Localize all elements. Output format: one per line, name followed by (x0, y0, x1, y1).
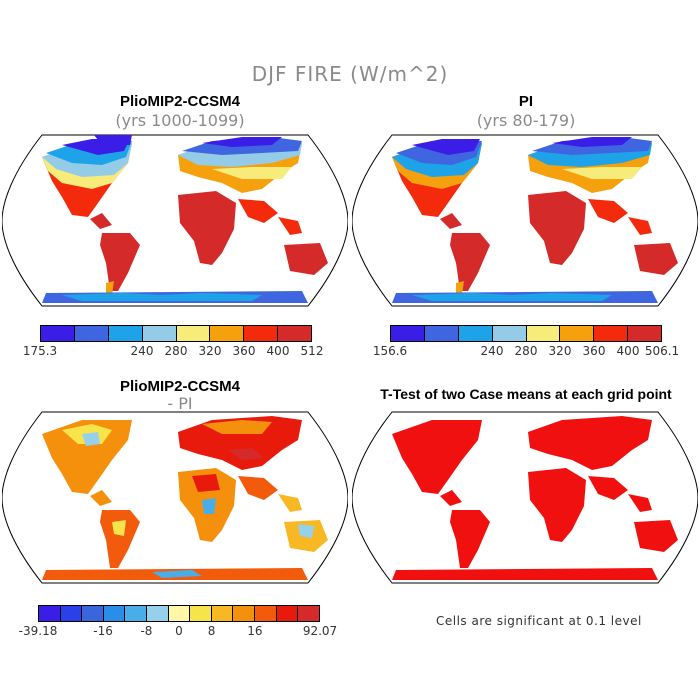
panel2-colorbar (390, 325, 662, 342)
colorbar-tick-label: 8 (207, 624, 216, 638)
colorbar-tick-label: -8 (140, 624, 153, 638)
africa-land (528, 468, 586, 542)
colorbar-cell (39, 606, 61, 621)
panel1-title: PlioMIP2-CCSM4 (119, 93, 240, 110)
colorbar-tick-label: 320 (198, 344, 222, 358)
north-america-land (42, 420, 132, 494)
panel3-subtitle: - PI (167, 394, 193, 413)
colorbar-cell (125, 606, 148, 621)
colorbar-cell (233, 606, 256, 621)
australia-land (634, 243, 678, 275)
eurasia-land (528, 416, 652, 470)
colorbar-tick-label: 0 (175, 624, 183, 638)
north-america-land (392, 420, 482, 494)
panel1-colorbar (40, 325, 312, 342)
panel1-map (2, 134, 348, 307)
figure-title: DJF FIRE (W/m^2) (251, 62, 449, 86)
panel2-title: PI (518, 93, 534, 110)
eurasia-land (528, 137, 652, 193)
significance-note: Cells are significant at 0.1 level (436, 614, 642, 628)
colorbar-tick-label: -16 (93, 624, 113, 638)
colorbar-cell (176, 326, 211, 341)
africa-land (528, 191, 586, 265)
colorbar-tick-label: 92.07 (302, 624, 338, 638)
eurasia-land (178, 137, 302, 193)
colorbar-cell (526, 326, 561, 341)
colorbar-cell (41, 326, 75, 341)
eurasia-land (178, 416, 302, 470)
colorbar-cell (492, 326, 527, 341)
panel3-colorbar-labels: -39.18 -16 -8 0 8 16 92.07 (19, 624, 338, 640)
australia-land (634, 520, 678, 552)
colorbar-tick-label: 400 (266, 344, 290, 358)
australia-land (284, 243, 328, 275)
colorbar-cell (190, 606, 212, 621)
colorbar-cell (391, 326, 425, 341)
panel2-map (352, 134, 698, 307)
south-asia-land (238, 199, 278, 223)
colorbar-tick-label: 16 (247, 624, 263, 638)
south-america-land (450, 510, 490, 568)
panel1-subtitle: (yrs 1000-1099) (115, 111, 245, 130)
south-america-land (100, 510, 140, 568)
colorbar-tick-label: 280 (164, 344, 188, 358)
colorbar-tick-label: 400 (616, 344, 640, 358)
colorbar-cell (103, 606, 126, 621)
colorbar-tick-label: 175.3 (22, 344, 58, 358)
colorbar-tick-label: 156.6 (372, 344, 408, 358)
colorbar-cell (276, 606, 299, 621)
colorbar-cell (108, 326, 143, 341)
colorbar-cell (147, 606, 169, 621)
colorbar-cell (255, 606, 277, 621)
colorbar-cell (244, 326, 279, 341)
colorbar-tick-label: 512 (300, 344, 324, 358)
colorbar-cell (594, 326, 629, 341)
colorbar-cell (74, 326, 109, 341)
panel4-map (352, 411, 698, 584)
colorbar-cell (298, 606, 319, 621)
colorbar-cell (278, 326, 311, 341)
colorbar-cell (210, 326, 245, 341)
colorbar-cell (82, 606, 104, 621)
colorbar-cell (60, 606, 83, 621)
panel3-title: PlioMIP2-CCSM4 (119, 378, 240, 395)
panel1-colorbar-labels: 175.3 240 280 320 360 400 512 (23, 344, 324, 360)
colorbar-tick-label: 280 (514, 344, 538, 358)
panel2-colorbar-labels: 156.6 240 280 320 360 400 506.1 (373, 344, 679, 360)
colorbar-cell (168, 606, 191, 621)
south-america-land (100, 233, 140, 291)
south-america-land (450, 233, 490, 291)
colorbar-cell (628, 326, 661, 341)
panel3-map (2, 411, 348, 584)
colorbar-tick-label: 320 (548, 344, 572, 358)
panel2-subtitle: (yrs 80-179) (476, 111, 576, 130)
colorbar-tick-label: -39.18 (18, 624, 58, 638)
colorbar-cell (211, 606, 234, 621)
antarctica-land (392, 568, 658, 580)
north-america-land (42, 135, 132, 217)
colorbar-cell (560, 326, 595, 341)
panel4-title: T-Test of two Case means at each grid po… (380, 386, 672, 402)
colorbar-cell (458, 326, 493, 341)
colorbar-tick-label: 240 (130, 344, 154, 358)
north-america-land (392, 139, 482, 217)
central-america-land (90, 213, 112, 229)
colorbar-cell (424, 326, 459, 341)
colorbar-tick-label: 506.1 (644, 344, 680, 358)
colorbar-tick-label: 360 (582, 344, 606, 358)
africa-land (178, 191, 236, 265)
colorbar-tick-label: 240 (480, 344, 504, 358)
se-asia-land (278, 217, 302, 235)
colorbar-cell (142, 326, 177, 341)
panel3-colorbar (38, 605, 320, 622)
colorbar-tick-label: 360 (232, 344, 256, 358)
